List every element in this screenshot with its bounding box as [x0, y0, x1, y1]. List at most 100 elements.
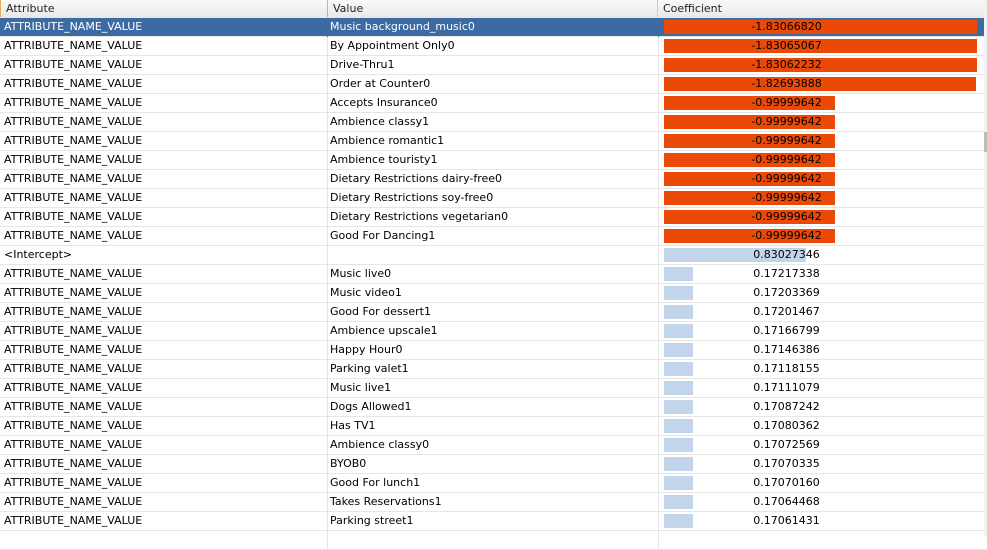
column-divider — [658, 227, 659, 246]
table-row[interactable]: ATTRIBUTE_NAME_VALUE Takes Reservations1 0… — [0, 493, 987, 512]
table-row[interactable]: ATTRIBUTE_NAME_VALUE By Appointment Only0… — [0, 37, 987, 56]
attribute-cell: ATTRIBUTE_NAME_VALUE — [4, 286, 143, 299]
column-header-attribute[interactable]: Attribute — [0, 0, 328, 17]
table-row[interactable]: ATTRIBUTE_NAME_VALUE Music background_mus… — [0, 18, 987, 37]
column-header-coefficient[interactable]: Coefficient — [663, 2, 722, 15]
column-divider — [658, 379, 659, 398]
coefficient-value: 0.17146386 — [753, 343, 820, 356]
table-row[interactable]: ATTRIBUTE_NAME_VALUE Parking street1 0.170… — [0, 512, 987, 531]
attribute-cell: ATTRIBUTE_NAME_VALUE — [4, 362, 143, 375]
column-divider — [327, 208, 328, 227]
vertical-scrollbar[interactable] — [984, 0, 987, 536]
coefficient-value: 0.17201467 — [753, 305, 820, 318]
column-divider — [658, 474, 659, 493]
table-row[interactable]: ATTRIBUTE_NAME_VALUE Has TV1 0.17080362 — [0, 417, 987, 436]
table-row[interactable]: ATTRIBUTE_NAME_VALUE BYOB0 0.17070335 — [0, 455, 987, 474]
column-divider — [327, 189, 328, 208]
column-divider — [658, 37, 659, 56]
coefficient-value: 0.17111079 — [753, 381, 820, 394]
column-divider — [327, 322, 328, 341]
column-divider — [658, 18, 659, 37]
value-cell — [330, 531, 656, 549]
coefficient-value: 0.17166799 — [753, 324, 820, 337]
table-row[interactable]: ATTRIBUTE_NAME_VALUE Ambience romantic1 -0… — [0, 132, 987, 151]
value-cell: Music live0 — [330, 267, 392, 280]
table-row[interactable]: ATTRIBUTE_NAME_VALUE Accepts Insurance0 -0… — [0, 94, 987, 113]
column-divider — [658, 398, 659, 417]
table-row[interactable]: ATTRIBUTE_NAME_VALUE Ambience classy1 -0.9… — [0, 113, 987, 132]
table-row[interactable]: ATTRIBUTE_NAME_VALUE Ambience classy0 0.17… — [0, 436, 987, 455]
column-divider — [658, 284, 659, 303]
value-cell: Dietary Restrictions vegetarian0 — [330, 210, 509, 223]
column-divider — [658, 512, 659, 531]
column-header-value[interactable]: Value — [328, 0, 658, 17]
table-row[interactable]: ATTRIBUTE_NAME_VALUE Music video1 0.172033… — [0, 284, 987, 303]
column-divider — [327, 341, 328, 360]
table-row[interactable]: ATTRIBUTE_NAME_VALUE Ambience upscale1 0.1… — [0, 322, 987, 341]
coefficient-bar — [664, 267, 693, 281]
attribute-cell: ATTRIBUTE_NAME_VALUE — [4, 115, 143, 128]
attribute-cell: ATTRIBUTE_NAME_VALUE — [4, 305, 143, 318]
value-cell: Ambience touristy1 — [330, 153, 438, 166]
column-divider — [658, 132, 659, 151]
table-row[interactable]: ATTRIBUTE_NAME_VALUE Dietary Restrictions… — [0, 189, 987, 208]
table-row[interactable]: ATTRIBUTE_NAME_VALUE Happy Hour0 0.1714638… — [0, 341, 987, 360]
coefficient-value: -1.82693888 — [751, 77, 822, 90]
coefficient-bar — [664, 419, 693, 433]
coefficient-value: -0.99999642 — [751, 229, 822, 242]
coefficient-value: -0.99999642 — [751, 172, 822, 185]
coefficient-bar — [664, 381, 693, 395]
coefficient-bar — [664, 305, 693, 319]
coefficient-bar — [664, 115, 835, 129]
coefficient-value: 0.17087242 — [753, 400, 820, 413]
table-row[interactable]: ATTRIBUTE_NAME_VALUE Order at Counter0 -1.… — [0, 75, 987, 94]
value-cell: Parking street1 — [330, 514, 414, 527]
attribute-cell: ATTRIBUTE_NAME_VALUE — [4, 229, 143, 242]
table-row[interactable]: ATTRIBUTE_NAME_VALUE Good For lunch1 0.170… — [0, 474, 987, 493]
table-row[interactable]: ATTRIBUTE_NAME_VALUE Dietary Restrictions… — [0, 170, 987, 189]
attribute-cell: ATTRIBUTE_NAME_VALUE — [4, 134, 143, 147]
column-divider — [327, 398, 328, 417]
attribute-cell: ATTRIBUTE_NAME_VALUE — [4, 77, 143, 90]
scrollbar-thumb[interactable] — [984, 132, 987, 152]
value-cell: Ambience romantic1 — [330, 134, 445, 147]
column-divider — [327, 474, 328, 493]
attribute-cell: ATTRIBUTE_NAME_VALUE — [4, 267, 143, 280]
table-row[interactable]: ATTRIBUTE_NAME_VALUE Parking valet1 0.1711… — [0, 360, 987, 379]
column-divider — [658, 265, 659, 284]
coefficient-value: -0.99999642 — [751, 153, 822, 166]
table-row[interactable]: <Intercept> 0.83027346 — [0, 246, 987, 265]
table-row[interactable]: ATTRIBUTE_NAME_VALUE Ambience touristy1 -0… — [0, 151, 987, 170]
attribute-cell: ATTRIBUTE_NAME_VALUE — [4, 96, 143, 109]
attribute-cell: ATTRIBUTE_NAME_VALUE — [4, 210, 143, 223]
coefficient-value: -0.99999642 — [751, 191, 822, 204]
table-row[interactable]: ATTRIBUTE_NAME_VALUE Music live0 0.1721733… — [0, 265, 987, 284]
table-row[interactable] — [0, 531, 987, 550]
table-row[interactable]: ATTRIBUTE_NAME_VALUE Drive-Thru1 -1.830622… — [0, 56, 987, 75]
table-row[interactable]: ATTRIBUTE_NAME_VALUE Dogs Allowed1 0.17087… — [0, 398, 987, 417]
coefficient-bar — [664, 134, 835, 148]
table-row[interactable]: ATTRIBUTE_NAME_VALUE Good For dessert1 0.1… — [0, 303, 987, 322]
value-cell: Order at Counter0 — [330, 77, 431, 90]
coefficient-value: 0.17118155 — [753, 362, 820, 375]
coefficient-value: -1.83066820 — [751, 20, 822, 33]
table-row[interactable]: ATTRIBUTE_NAME_VALUE Dietary Restrictions… — [0, 208, 987, 227]
column-divider — [327, 75, 328, 94]
attribute-cell: ATTRIBUTE_NAME_VALUE — [4, 495, 143, 508]
attribute-cell: ATTRIBUTE_NAME_VALUE — [4, 172, 143, 185]
coefficient-value: 0.17061431 — [753, 514, 820, 527]
value-cell: Takes Reservations1 — [330, 495, 442, 508]
value-cell: Ambience classy1 — [330, 115, 430, 128]
column-divider — [658, 303, 659, 322]
table-row[interactable]: ATTRIBUTE_NAME_VALUE Good For Dancing1 -0.… — [0, 227, 987, 246]
attribute-cell: ATTRIBUTE_NAME_VALUE — [4, 20, 143, 33]
value-cell: Happy Hour0 — [330, 343, 403, 356]
column-divider — [658, 322, 659, 341]
table-row[interactable]: ATTRIBUTE_NAME_VALUE Music live1 0.1711107… — [0, 379, 987, 398]
value-cell: BYOB0 — [330, 457, 367, 470]
coefficient-value: 0.83027346 — [753, 248, 820, 261]
attribute-cell: ATTRIBUTE_NAME_VALUE — [4, 324, 143, 337]
column-divider — [658, 208, 659, 227]
column-divider — [658, 341, 659, 360]
coefficient-bar — [664, 153, 835, 167]
